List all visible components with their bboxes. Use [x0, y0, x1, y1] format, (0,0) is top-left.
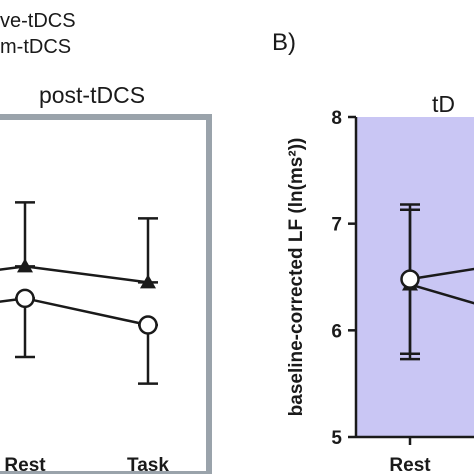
- panel-b-y-tick-label: 8: [331, 108, 342, 129]
- legend-label-ve-tdcs: ve-tDCS: [0, 10, 76, 32]
- legend: ve-tDCS m-tDCS: [0, 10, 76, 58]
- panel-b-x-tick-label-rest: Rest: [389, 455, 431, 474]
- panel-a-title: post-tDCS: [39, 82, 145, 108]
- panel-a-marker-0-0: [17, 258, 33, 273]
- panel-a-chart: post-tDCS Rest Task: [0, 82, 212, 474]
- panel-a-marker-0-1: [140, 274, 156, 289]
- panel-b-chart: B) tD baseline-corrected LF (ln(ms²)) 8 7…: [272, 29, 474, 474]
- panel-b-y-tick-label: 7: [331, 215, 342, 236]
- panel-b-y-tick-label: 5: [331, 428, 342, 449]
- panel-b-y-axis-label: baseline-corrected LF (ln(ms²)): [286, 138, 307, 417]
- panel-b-series-line-0: [409, 283, 474, 305]
- panel-a-marker-1-1: [138, 315, 158, 335]
- panel-b-y-tick-label: 6: [331, 321, 342, 342]
- panel-a-x-tick-label-rest: Rest: [4, 455, 46, 474]
- panel-b-series-line-1: [409, 267, 474, 281]
- panel-a-marker-1-0: [15, 288, 35, 309]
- legend-label-m-tdcs: m-tDCS: [0, 36, 71, 58]
- panel-b-marker-1: [400, 269, 420, 289]
- panel-b-title: tD: [432, 91, 455, 117]
- panel-a-frame: [0, 114, 212, 474]
- panel-a-x-tick-label-task: Task: [127, 455, 169, 474]
- panel-b-letter: B): [272, 29, 296, 56]
